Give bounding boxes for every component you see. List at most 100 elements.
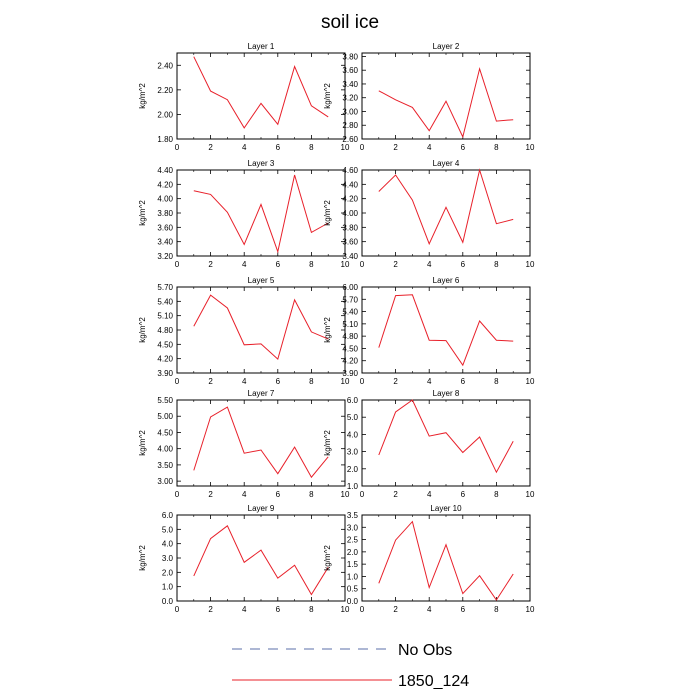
y-tick-label: 3.80 — [342, 223, 358, 232]
y-tick-label: 2.20 — [157, 86, 173, 95]
y-tick-label: 4.40 — [157, 166, 173, 175]
x-tick-label: 0 — [360, 490, 365, 499]
series-line-1850-124 — [378, 168, 514, 246]
x-tick-label: 2 — [393, 143, 398, 152]
panel-title: Layer 8 — [433, 389, 460, 398]
y-tick-label: 4.60 — [342, 166, 358, 175]
plot-frame — [176, 169, 346, 257]
x-tick-label: 6 — [461, 377, 466, 386]
x-tick-label: 8 — [309, 143, 314, 152]
y-tick-label: 4.50 — [157, 428, 173, 437]
x-tick-label: 8 — [494, 260, 499, 269]
y-tick-label: 3.80 — [342, 52, 358, 61]
x-tick-label: 8 — [494, 490, 499, 499]
x-tick-label: 8 — [309, 605, 314, 614]
y-tick-label: 2.60 — [342, 135, 358, 144]
y-tick-label: 5.50 — [157, 396, 173, 405]
y-tick-label: 4.20 — [342, 195, 358, 204]
y-axis-label: kg/m^2 — [323, 545, 332, 571]
y-tick-label: 3.60 — [342, 238, 358, 247]
x-tick-label: 2 — [393, 260, 398, 269]
y-tick-label: 2.00 — [157, 110, 173, 119]
plot-frame — [361, 399, 531, 487]
y-tick-label: 6.0 — [162, 511, 174, 520]
x-tick-label: 8 — [494, 605, 499, 614]
y-tick-label: 1.5 — [347, 560, 359, 569]
series-line-1850-124 — [378, 520, 514, 601]
y-tick-label: 5.70 — [342, 295, 358, 304]
y-tick-label: 4.20 — [157, 180, 173, 189]
panel-layer-9: Layer 9 kg/m^2 0 2 4 6 8 10 0.0 1.0 2.0 3.0 4.0 5.0 6.… — [138, 504, 350, 614]
x-tick-label: 8 — [494, 143, 499, 152]
x-tick-label: 10 — [526, 260, 535, 269]
y-tick-label: 0.0 — [162, 597, 174, 606]
x-tick-label: 2 — [393, 490, 398, 499]
y-tick-label: 1.0 — [347, 482, 359, 491]
y-tick-label: 5.0 — [162, 525, 174, 534]
x-tick-label: 10 — [341, 605, 350, 614]
plot-frame — [361, 52, 531, 140]
x-tick-label: 4 — [242, 143, 247, 152]
x-tick-label: 4 — [427, 490, 432, 499]
y-tick-label: 4.20 — [342, 357, 358, 366]
y-tick-label: 3.00 — [157, 477, 173, 486]
y-tick-label: 3.0 — [347, 448, 359, 457]
y-tick-label: 3.40 — [342, 252, 358, 261]
y-tick-label: 3.20 — [342, 94, 358, 103]
series-line-1850-124 — [193, 56, 329, 129]
y-tick-label: 2.80 — [342, 121, 358, 130]
x-tick-label: 4 — [242, 605, 247, 614]
y-tick-label: 4.00 — [157, 445, 173, 454]
x-tick-label: 0 — [175, 377, 180, 386]
legend: No Obs 1850_124 — [232, 642, 469, 690]
x-tick-label: 6 — [461, 143, 466, 152]
x-tick-label: 4 — [427, 143, 432, 152]
series-line-1850-124 — [378, 66, 514, 139]
x-tick-label: 0 — [175, 490, 180, 499]
y-tick-label: 4.50 — [157, 340, 173, 349]
x-tick-label: 0 — [360, 605, 365, 614]
y-tick-label: 3.60 — [342, 66, 358, 75]
figure-title: soil ice — [321, 12, 379, 33]
x-tick-label: 8 — [309, 490, 314, 499]
x-tick-label: 0 — [360, 143, 365, 152]
y-tick-label: 2.0 — [162, 568, 174, 577]
panel-layer-2: Layer 2kg/m^20 2 4 6 8 102.602.803.003.203.40… — [323, 42, 535, 152]
panel-layer-3: Layer 3 kg/m^2 0 2 4 6 8 10 3.20 3.40 3.60 3.80 4.00… — [138, 159, 350, 269]
panel-title: Layer 3 — [248, 159, 275, 168]
plot-frame — [361, 286, 531, 374]
x-tick-label: 8 — [309, 377, 314, 386]
x-tick-label: 2 — [393, 377, 398, 386]
legend-label-1850-124: 1850_124 — [398, 673, 469, 690]
y-tick-label: 5.10 — [342, 320, 358, 329]
y-axis-label: kg/m^2 — [138, 200, 147, 226]
plot-frame — [176, 399, 346, 487]
plot-frame — [176, 286, 346, 374]
y-tick-label: 4.50 — [342, 344, 358, 353]
y-tick-label: 5.70 — [157, 283, 173, 292]
y-tick-label: 3.80 — [157, 209, 173, 218]
x-tick-label: 2 — [208, 260, 213, 269]
series-line-1850-124 — [193, 294, 329, 361]
x-tick-label: 4 — [242, 490, 247, 499]
panel-layer-1: Layer 1 kg/m^2 0 2 4 6 8 10 1.80 2.00 2.20 2.40 — [138, 42, 350, 152]
series-line-1850-124 — [193, 525, 329, 596]
x-tick-label: 10 — [526, 143, 535, 152]
panel-layer-4: Layer 4kg/m^20 2 4 6 8 103.403.603.804.004.20… — [323, 159, 535, 269]
y-tick-label: 2.0 — [347, 465, 359, 474]
y-tick-label: 3.90 — [342, 369, 358, 378]
y-tick-label: 5.00 — [157, 412, 173, 421]
y-tick-label: 4.80 — [342, 332, 358, 341]
y-tick-label: 1.0 — [162, 583, 174, 592]
x-tick-label: 4 — [242, 377, 247, 386]
x-tick-label: 4 — [427, 377, 432, 386]
panel-title: Layer 7 — [248, 389, 275, 398]
x-tick-label: 10 — [341, 490, 350, 499]
series-line-1850-124 — [193, 174, 329, 254]
x-tick-label: 0 — [360, 260, 365, 269]
x-tick-label: 0 — [175, 260, 180, 269]
y-tick-label: 3.5 — [347, 511, 359, 520]
x-tick-label: 10 — [526, 377, 535, 386]
